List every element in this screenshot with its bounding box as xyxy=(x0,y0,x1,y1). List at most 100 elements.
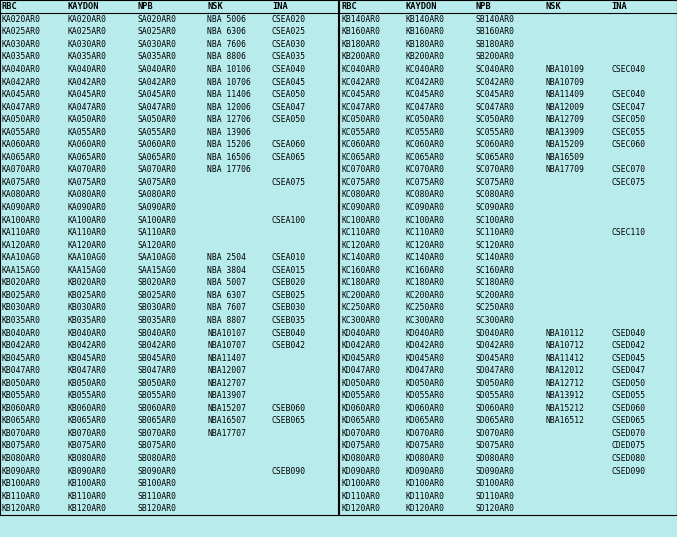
Text: SB050AR0: SB050AR0 xyxy=(137,379,176,388)
Text: NBA 15206: NBA 15206 xyxy=(207,140,251,149)
Text: SC065AR0: SC065AR0 xyxy=(476,153,515,162)
Text: SA035AR0: SA035AR0 xyxy=(137,53,176,61)
Text: SA042AR0: SA042AR0 xyxy=(137,77,176,86)
Text: KA075AR0: KA075AR0 xyxy=(67,178,106,187)
Text: SC300AR0: SC300AR0 xyxy=(476,316,515,325)
Text: SA047AR0: SA047AR0 xyxy=(137,103,176,112)
Text: SC060AR0: SC060AR0 xyxy=(476,140,515,149)
Text: KB045AR0: KB045AR0 xyxy=(67,354,106,362)
Text: SA045AR0: SA045AR0 xyxy=(137,90,176,99)
Text: KC060AR0: KC060AR0 xyxy=(341,140,380,149)
Text: CSEC075: CSEC075 xyxy=(611,178,645,187)
Text: KB140AR0: KB140AR0 xyxy=(406,15,445,24)
Text: SB120AR0: SB120AR0 xyxy=(137,504,176,513)
Text: KD055AR0: KD055AR0 xyxy=(341,391,380,400)
Text: SC200AR0: SC200AR0 xyxy=(476,291,515,300)
Text: NBA11407: NBA11407 xyxy=(207,354,246,362)
Text: KD075AR0: KD075AR0 xyxy=(406,441,445,451)
Text: KA020AR0: KA020AR0 xyxy=(2,15,41,24)
Text: KD070AR0: KD070AR0 xyxy=(341,429,380,438)
Text: CSEA025: CSEA025 xyxy=(272,27,306,37)
Text: CSED065: CSED065 xyxy=(611,416,645,425)
Text: KC200AR0: KC200AR0 xyxy=(341,291,380,300)
Text: CSED060: CSED060 xyxy=(611,404,645,413)
Text: KD080AR0: KD080AR0 xyxy=(406,454,445,463)
Text: SA030AR0: SA030AR0 xyxy=(137,40,176,49)
Text: KA070AR0: KA070AR0 xyxy=(67,165,106,175)
Text: CDED075: CDED075 xyxy=(611,441,645,451)
Text: NBA12712: NBA12712 xyxy=(546,379,585,388)
Text: KA055AR0: KA055AR0 xyxy=(2,128,41,137)
Text: CSEC050: CSEC050 xyxy=(611,115,645,124)
Text: KC180AR0: KC180AR0 xyxy=(406,278,445,287)
Text: KC250AR0: KC250AR0 xyxy=(341,303,380,313)
Text: KB050AR0: KB050AR0 xyxy=(2,379,41,388)
Text: KAA15AG0: KAA15AG0 xyxy=(67,266,106,275)
Text: KAYDON: KAYDON xyxy=(67,2,98,11)
Text: KB055AR0: KB055AR0 xyxy=(2,391,41,400)
Text: NPB: NPB xyxy=(476,2,492,11)
Text: KB075AR0: KB075AR0 xyxy=(67,441,106,451)
Text: SB035AR0: SB035AR0 xyxy=(137,316,176,325)
Text: SC050AR0: SC050AR0 xyxy=(476,115,515,124)
Text: KAA10AG0: KAA10AG0 xyxy=(67,253,106,262)
Text: CSEB025: CSEB025 xyxy=(272,291,306,300)
Text: NBA 5007: NBA 5007 xyxy=(207,278,246,287)
Text: KC042AR0: KC042AR0 xyxy=(406,77,445,86)
Text: KA120AR0: KA120AR0 xyxy=(67,241,106,250)
Text: NBA 16506: NBA 16506 xyxy=(207,153,251,162)
Text: KD120AR0: KD120AR0 xyxy=(406,504,445,513)
Text: KB140AR0: KB140AR0 xyxy=(341,15,380,24)
Text: KC100AR0: KC100AR0 xyxy=(406,215,445,224)
Text: SB040AR0: SB040AR0 xyxy=(137,329,176,338)
Text: SA060AR0: SA060AR0 xyxy=(137,140,176,149)
Text: KC047AR0: KC047AR0 xyxy=(341,103,380,112)
Text: KC300AR0: KC300AR0 xyxy=(341,316,380,325)
Text: KC050AR0: KC050AR0 xyxy=(341,115,380,124)
Text: KD100AR0: KD100AR0 xyxy=(341,479,380,488)
Text: KD045AR0: KD045AR0 xyxy=(406,354,445,362)
Text: NBA 7607: NBA 7607 xyxy=(207,303,246,313)
Text: SA090AR0: SA090AR0 xyxy=(137,203,176,212)
Text: CSEC055: CSEC055 xyxy=(611,128,645,137)
Text: NBA17707: NBA17707 xyxy=(207,429,246,438)
Text: RBC: RBC xyxy=(341,2,357,11)
Text: SD100AR0: SD100AR0 xyxy=(476,479,515,488)
Text: KC090AR0: KC090AR0 xyxy=(406,203,445,212)
Text: KC140AR0: KC140AR0 xyxy=(341,253,380,262)
Text: KC120AR0: KC120AR0 xyxy=(341,241,380,250)
Text: SC120AR0: SC120AR0 xyxy=(476,241,515,250)
Text: KC065AR0: KC065AR0 xyxy=(406,153,445,162)
Text: KC110AR0: KC110AR0 xyxy=(341,228,380,237)
Text: SA050AR0: SA050AR0 xyxy=(137,115,176,124)
Text: SB060AR0: SB060AR0 xyxy=(137,404,176,413)
Text: KB075AR0: KB075AR0 xyxy=(2,441,41,451)
Text: SB080AR0: SB080AR0 xyxy=(137,454,176,463)
Text: SC090AR0: SC090AR0 xyxy=(476,203,515,212)
Text: KA110AR0: KA110AR0 xyxy=(67,228,106,237)
Text: KA030AR0: KA030AR0 xyxy=(2,40,41,49)
Text: KA047AR0: KA047AR0 xyxy=(67,103,106,112)
Text: KD110AR0: KD110AR0 xyxy=(341,492,380,500)
Text: NBA 2504: NBA 2504 xyxy=(207,253,246,262)
Text: SD042AR0: SD042AR0 xyxy=(476,341,515,350)
Text: KB080AR0: KB080AR0 xyxy=(2,454,41,463)
Text: KD090AR0: KD090AR0 xyxy=(341,467,380,476)
Text: KD065AR0: KD065AR0 xyxy=(341,416,380,425)
Text: CSED040: CSED040 xyxy=(611,329,645,338)
Text: CSEC110: CSEC110 xyxy=(611,228,645,237)
Text: KC070AR0: KC070AR0 xyxy=(341,165,380,175)
Text: KB025AR0: KB025AR0 xyxy=(2,291,41,300)
Text: KD060AR0: KD060AR0 xyxy=(341,404,380,413)
Text: KB180AR0: KB180AR0 xyxy=(406,40,445,49)
Text: NBA10707: NBA10707 xyxy=(207,341,246,350)
Text: NBA 5006: NBA 5006 xyxy=(207,15,246,24)
Text: CSEB060: CSEB060 xyxy=(272,404,306,413)
Text: NBA 13906: NBA 13906 xyxy=(207,128,251,137)
Text: CSEA040: CSEA040 xyxy=(272,65,306,74)
Text: SA100AR0: SA100AR0 xyxy=(137,215,176,224)
Text: KB160AR0: KB160AR0 xyxy=(341,27,380,37)
Text: KAA10AG0: KAA10AG0 xyxy=(2,253,41,262)
Text: KD042AR0: KD042AR0 xyxy=(406,341,445,350)
Text: KB090AR0: KB090AR0 xyxy=(67,467,106,476)
